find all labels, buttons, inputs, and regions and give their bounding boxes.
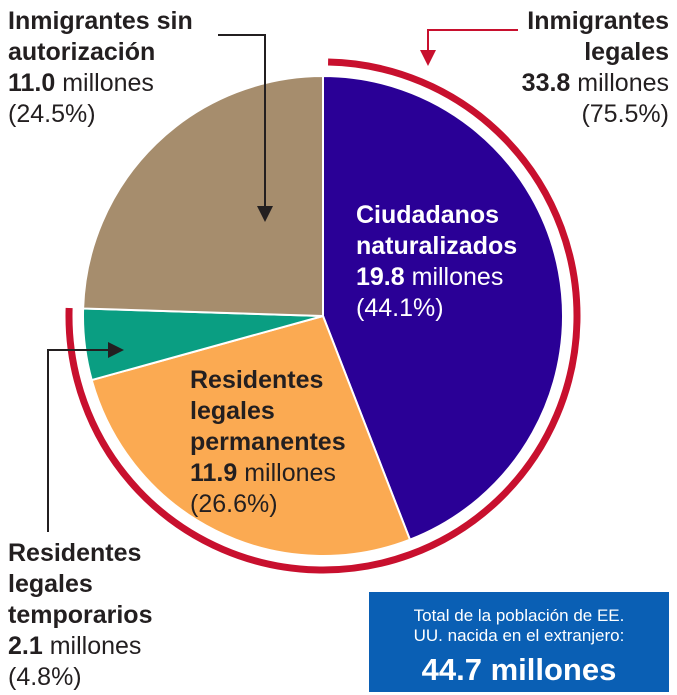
unit: millones [411,263,504,291]
total-label: Total de la población de EE. UU. nacida … [413,606,625,645]
group-label: Inmigrantes legales 33.8 millones (75.5%… [494,6,669,130]
arrow [257,206,273,222]
category: Residentes legales permanentes [190,366,346,456]
amount: 11.0 [8,69,56,97]
arrow [420,50,436,66]
unit: millones [490,652,617,687]
slice-label: Residentes legales temporarios 2.1 millo… [8,538,178,693]
leader-line [427,29,518,56]
amount: 44.7 [421,652,482,687]
amount: 2.1 [8,632,43,660]
leader-line [218,34,266,212]
slice-label: Ciudadanos naturalizados 19.8 millones (… [356,200,541,324]
group-name: Inmigrantes legales [527,7,669,66]
share: (26.6%) [190,490,278,518]
group-arc [65,58,581,574]
category: Ciudadanos naturalizados [356,201,518,260]
category: Residentes legales temporarios [8,539,153,629]
share: (4.8%) [8,663,82,691]
arrow [108,342,124,358]
amount: 33.8 [521,69,571,97]
total-value: 44.7 millones [399,652,639,688]
unit: millones [62,69,154,97]
slice-label: Residentes legales permanentes 11.9 mill… [190,365,368,520]
unit: millones [577,69,669,97]
share: (75.5%) [581,100,669,128]
pie-slice [90,314,412,557]
share: (24.5%) [8,100,96,128]
category: Inmigrantes sin autorización [8,7,193,66]
slice-label: Inmigrantes sin autorización 11.0 millon… [8,6,223,130]
pie-slice [322,74,564,541]
unit: millones [49,632,142,660]
unit: millones [244,459,336,487]
total-box: Total de la población de EE. UU. nacida … [369,592,669,692]
pie-slice [82,74,324,318]
amount: 19.8 [356,263,405,291]
share: (44.1%) [356,294,444,322]
leader-line [47,349,114,532]
pie [65,58,581,574]
amount: 11.9 [190,459,238,487]
